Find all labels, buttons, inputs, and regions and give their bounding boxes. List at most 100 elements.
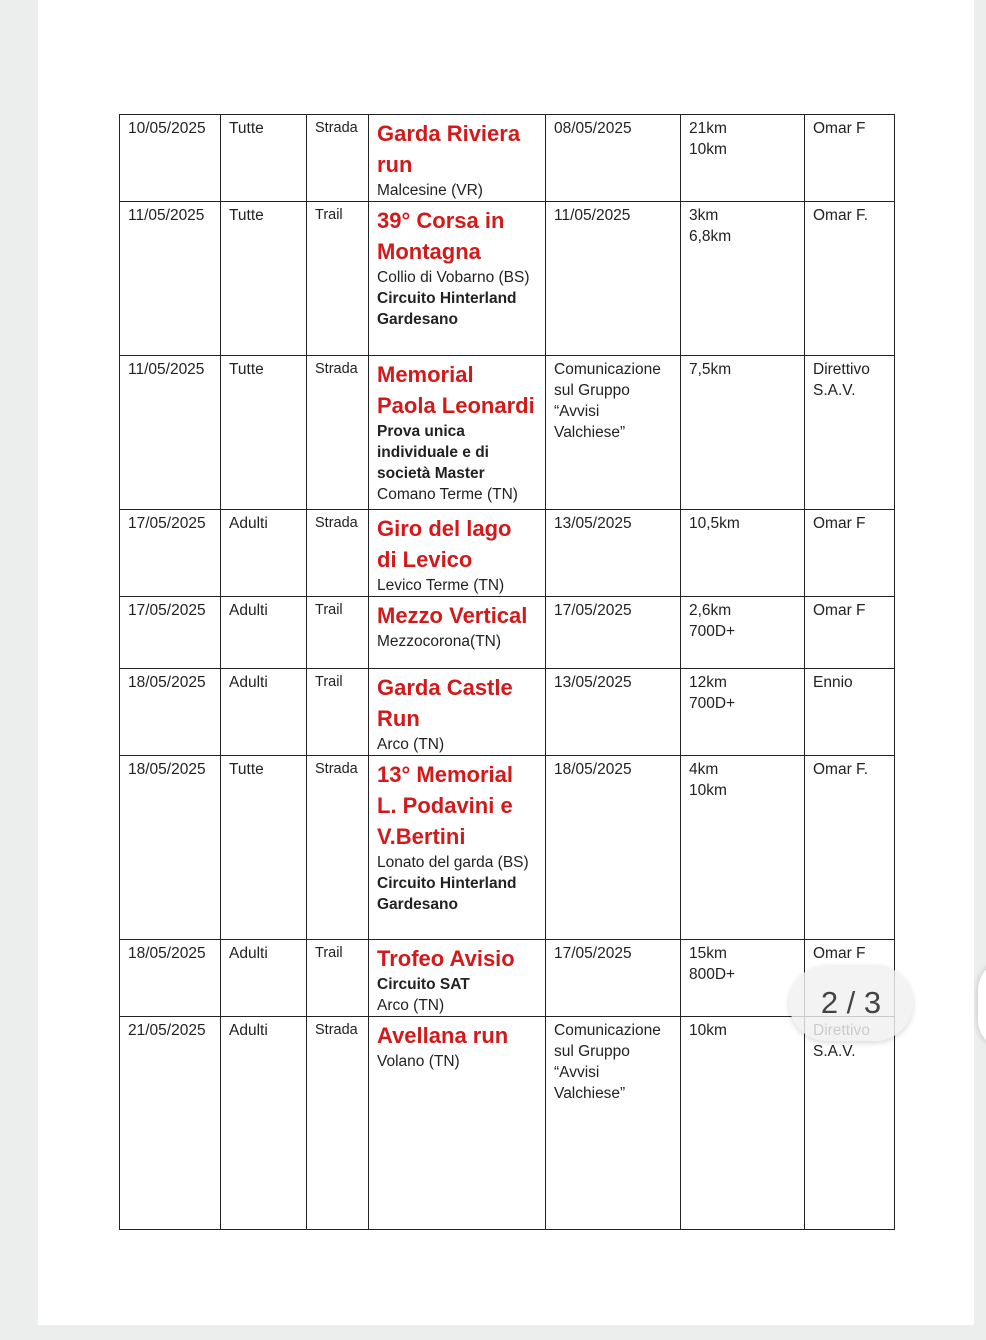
date: 18/05/2025 xyxy=(128,761,206,778)
event-detail: Comano Terme (TN) xyxy=(377,486,518,503)
event-cell: Avellana run Volano (TN) xyxy=(368,1016,546,1230)
table-row: 10/05/2025 Tutte Strada Garda Riviera run Ma… xyxy=(119,114,895,202)
event-title: Mezzo Vertical xyxy=(377,603,528,628)
category: Adulti xyxy=(229,602,268,619)
race-type: Strada xyxy=(315,1022,358,1038)
event-cell: Garda Riviera run Malcesine (VR) xyxy=(368,114,546,202)
event-cell: Memorial Paola Leonardi Prova unica indiv… xyxy=(368,355,546,510)
distance-cell: 15km 800D+ xyxy=(680,939,805,1017)
referent: Omar F xyxy=(813,945,866,962)
category: Adulti xyxy=(229,515,268,532)
race-type: Strada xyxy=(315,120,358,136)
category: Adulti xyxy=(229,945,268,962)
date: 10/05/2025 xyxy=(128,120,206,137)
event-detail: Prova unica individuale e di società Mas… xyxy=(377,423,489,482)
date-cell: 11/05/2025 xyxy=(119,201,221,356)
date-cell: 11/05/2025 xyxy=(119,355,221,510)
category: Tutte xyxy=(229,361,264,378)
distance: 15km xyxy=(689,945,727,962)
deadline: 17/05/2025 xyxy=(554,945,632,962)
category-cell: Adulti xyxy=(220,939,307,1017)
page-indicator: 2 / 3 xyxy=(789,965,913,1041)
race-type: Trail xyxy=(315,945,343,961)
distance-cell: 10,5km xyxy=(680,509,805,597)
event-title: Trofeo Avisio xyxy=(377,946,515,971)
deadline-cell: Comunicazione sul Gruppo “Avvisi Valchie… xyxy=(545,1016,681,1230)
table-row: 17/05/2025 Adulti Strada Giro del lago di L… xyxy=(119,509,895,597)
type-cell: Trail xyxy=(306,668,369,756)
date-cell: 18/05/2025 xyxy=(119,668,221,756)
event-cell: Mezzo Vertical Mezzocorona(TN) xyxy=(368,596,546,669)
distance-cell: 12km 700D+ xyxy=(680,668,805,756)
distance: 12km xyxy=(689,674,727,691)
deadline: Comunicazione sul Gruppo “Avvisi Valchie… xyxy=(554,361,661,441)
referent: Ennio xyxy=(813,674,853,691)
category: Tutte xyxy=(229,120,264,137)
deadline: 11/05/2025 xyxy=(554,207,631,224)
distance: 700D+ xyxy=(689,695,736,712)
referent-cell: Direttivo S.A.V. xyxy=(804,1016,895,1230)
distance: 10,5km xyxy=(689,515,740,532)
distance: 10km xyxy=(689,1022,727,1039)
date-cell: 17/05/2025 xyxy=(119,509,221,597)
event-title: Garda Riviera run xyxy=(377,121,521,177)
category-cell: Adulti xyxy=(220,509,307,597)
referent: Direttivo S.A.V. xyxy=(813,361,870,399)
category-cell: Adulti xyxy=(220,668,307,756)
deadline-cell: 13/05/2025 xyxy=(545,668,681,756)
date-cell: 18/05/2025 xyxy=(119,755,221,940)
date: 18/05/2025 xyxy=(128,674,206,691)
referent: Omar F xyxy=(813,602,866,619)
distance: 800D+ xyxy=(689,966,736,983)
distance: 2,6km xyxy=(689,602,732,619)
race-type: Trail xyxy=(315,207,343,223)
event-detail: Levico Terme (TN) xyxy=(377,577,505,594)
category-cell: Adulti xyxy=(220,1016,307,1230)
event-detail: Malcesine (VR) xyxy=(377,182,483,199)
deadline-cell: 17/05/2025 xyxy=(545,939,681,1017)
race-type: Trail xyxy=(315,602,343,618)
deadline-cell: 13/05/2025 xyxy=(545,509,681,597)
side-scroll-handle[interactable] xyxy=(978,960,986,1050)
events-table: 10/05/2025 Tutte Strada Garda Riviera run Ma… xyxy=(119,114,895,1230)
referent: Omar F. xyxy=(813,207,869,224)
table-row: 18/05/2025 Adulti Trail Trofeo Avisio Circui… xyxy=(119,939,895,1017)
event-cell: Garda Castle Run Arco (TN) xyxy=(368,668,546,756)
date-cell: 17/05/2025 xyxy=(119,596,221,669)
deadline-cell: 17/05/2025 xyxy=(545,596,681,669)
distance-cell: 10km xyxy=(680,1016,805,1230)
referent-cell: Direttivo S.A.V. xyxy=(804,355,895,510)
referent-cell: Omar F. xyxy=(804,755,895,940)
event-detail: Arco (TN) xyxy=(377,736,445,753)
deadline-cell: Comunicazione sul Gruppo “Avvisi Valchie… xyxy=(545,355,681,510)
distance: 6,8km xyxy=(689,228,732,245)
date: 11/05/2025 xyxy=(128,207,205,224)
type-cell: Strada xyxy=(306,509,369,597)
deadline: 17/05/2025 xyxy=(554,602,632,619)
distance-cell: 4km 10km xyxy=(680,755,805,940)
event-title: Avellana run xyxy=(377,1023,509,1048)
deadline: 08/05/2025 xyxy=(554,120,632,137)
type-cell: Trail xyxy=(306,596,369,669)
type-cell: Strada xyxy=(306,114,369,202)
date: 17/05/2025 xyxy=(128,602,206,619)
distance-cell: 7,5km xyxy=(680,355,805,510)
event-detail: Volano (TN) xyxy=(377,1053,460,1070)
event-detail: Circuito Hinterland Gardesano xyxy=(377,875,517,913)
table-row: 11/05/2025 Tutte Trail 39° Corsa in Montagn… xyxy=(119,201,895,356)
event-title: Garda Castle Run xyxy=(377,675,513,731)
deadline: 13/05/2025 xyxy=(554,515,632,532)
event-detail: Collio di Vobarno (BS) xyxy=(377,269,530,286)
referent-cell: Ennio xyxy=(804,668,895,756)
type-cell: Trail xyxy=(306,939,369,1017)
table-row: 18/05/2025 Adulti Trail Garda Castle Run Arc… xyxy=(119,668,895,756)
deadline-cell: 11/05/2025 xyxy=(545,201,681,356)
deadline: 13/05/2025 xyxy=(554,674,632,691)
table-row: 17/05/2025 Adulti Trail Mezzo Vertical Mezzo… xyxy=(119,596,895,669)
referent-cell: Omar F xyxy=(804,596,895,669)
referent: Omar F xyxy=(813,515,866,532)
date-cell: 18/05/2025 xyxy=(119,939,221,1017)
distance: 21km xyxy=(689,120,727,137)
category-cell: Tutte xyxy=(220,755,307,940)
deadline-cell: 08/05/2025 xyxy=(545,114,681,202)
